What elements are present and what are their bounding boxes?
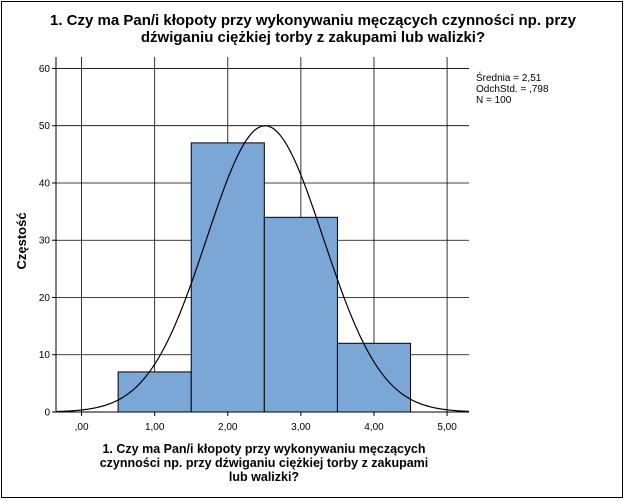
x-axis-label-line-3: lub walizki?: [228, 470, 300, 484]
stats-box: Średnia = 2,51 OdchStd. = ,798 N = 100: [476, 73, 549, 106]
y-ticks: 0 10 20 30 40 50 60: [39, 64, 56, 419]
y-tick-label-5: 50: [39, 121, 51, 132]
histogram-bar-2: [263, 216, 338, 413]
chart-title: 1. Czy ma Pan/i kłopoty przy wykonywaniu…: [0, 12, 626, 46]
x-tick-label-2: 2,00: [218, 422, 238, 433]
normal-curve-group: [55, 125, 470, 413]
y-axis-label: Częstość: [14, 212, 29, 269]
histogram-bar-1: [190, 142, 265, 413]
x-tick-label-5: 5,00: [437, 422, 457, 433]
y-tick-label-2: 20: [39, 293, 51, 304]
chart-title-line-2: dźwiganiu ciężkiej torby z zakupami lub …: [140, 29, 486, 46]
x-ticks: ,00 1,00 2,00 3,00 4,00 5,00: [75, 412, 457, 433]
x-tick-label-0: ,00: [75, 422, 89, 433]
x-axis-label-line-2: czynności np. przy dźwiganiu ciężkiej to…: [99, 456, 429, 470]
histogram-bar-0: [117, 371, 192, 413]
stat-sd: OdchStd. = ,798: [476, 84, 549, 95]
stat-mean: Średnia = 2,51: [476, 73, 542, 84]
y-tick-label-4: 40: [39, 178, 51, 189]
normal-curve: [55, 125, 470, 413]
y-tick-label-0: 0: [44, 408, 50, 419]
y-tick-label-3: 30: [39, 236, 51, 247]
y-tick-label-1: 10: [39, 350, 51, 361]
histogram-bar-3: [336, 342, 412, 413]
x-axis-label-line-1: 1. Czy ma Pan/i kłopoty przy wykonywaniu…: [102, 442, 426, 456]
stat-n: N = 100: [476, 95, 512, 106]
histogram-bars: [117, 142, 412, 413]
y-tick-label-6: 60: [39, 64, 51, 75]
x-tick-label-1: 1,00: [145, 422, 165, 433]
chart-title-line-1: 1. Czy ma Pan/i kłopoty przy wykonywaniu…: [50, 12, 576, 29]
x-axis-label: 1. Czy ma Pan/i kłopoty przy wykonywaniu…: [60, 442, 468, 484]
x-tick-label-4: 4,00: [364, 422, 384, 433]
x-tick-label-3: 3,00: [291, 422, 311, 433]
axes: [55, 57, 469, 413]
